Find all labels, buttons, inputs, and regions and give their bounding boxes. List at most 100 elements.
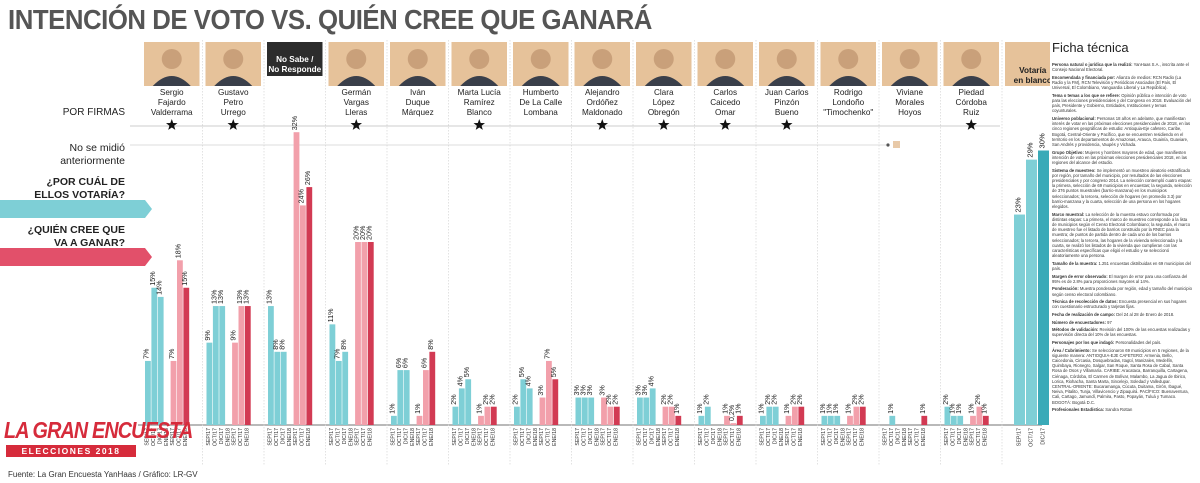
period-label: SEP/17 bbox=[908, 428, 914, 446]
bar-votaria bbox=[145, 360, 151, 425]
bar-value-label: 2% bbox=[763, 394, 772, 405]
ficha-paragraph: Tamaño de la muestra: 1.251 encuestas di… bbox=[1052, 260, 1191, 272]
candidate-name: Sergio bbox=[160, 88, 184, 97]
firma-star bbox=[227, 119, 239, 130]
bar-value-label: 14% bbox=[154, 280, 163, 295]
ficha-paragraph: Margen de error observado: El margen de … bbox=[1052, 273, 1188, 284]
period-label: ENE/18 bbox=[183, 428, 189, 446]
bar-votaria bbox=[157, 296, 164, 425]
bar-value-label: 8% bbox=[277, 339, 286, 350]
period-label: OCT/17 bbox=[792, 428, 798, 446]
period-label: DIC/17 bbox=[465, 428, 471, 444]
period-label: DIC/17 bbox=[526, 428, 532, 444]
period-label: OCT/17 bbox=[397, 428, 403, 446]
period-label: DIC/17 bbox=[772, 428, 778, 444]
ficha-paragraph: Marco muestral: La selección de la muest… bbox=[1052, 211, 1191, 259]
candidate-name: Ruiz bbox=[963, 108, 979, 117]
period-label: DIC/17 bbox=[834, 428, 840, 444]
bar-votaria bbox=[280, 351, 287, 425]
candidate-name: Ordóñez bbox=[587, 98, 618, 107]
bar-value-label: 3% bbox=[598, 385, 607, 396]
candidate-name: Humberto bbox=[523, 88, 559, 97]
ficha-paragraph: Grupo Objetivo: Mujeres y hombres mayore… bbox=[1052, 149, 1188, 166]
period-label: ENE/18 bbox=[306, 428, 312, 446]
period-label: ENE/18 bbox=[225, 428, 231, 446]
bar-value-label: 23% bbox=[1014, 197, 1023, 212]
bar-value-label: 7% bbox=[543, 348, 552, 359]
period-label: OCT/17 bbox=[705, 428, 711, 446]
candidate-name: Lleras bbox=[345, 108, 367, 117]
bar-ganara bbox=[183, 287, 190, 425]
period-label: ENE/18 bbox=[552, 428, 558, 446]
period-label: ENE/18 bbox=[245, 428, 251, 446]
period-label: SEP/17 bbox=[478, 428, 484, 446]
portrait-body bbox=[152, 76, 191, 86]
portrait-body bbox=[583, 76, 622, 86]
period-label: ENE/18 bbox=[656, 428, 662, 446]
bar-ganara bbox=[232, 342, 238, 425]
period-label: SEP/17 bbox=[601, 428, 607, 446]
period-label: SEP/17 bbox=[170, 428, 176, 446]
bar-value-label: 18% bbox=[174, 243, 183, 258]
bar-value-label: 1% bbox=[734, 403, 743, 414]
period-label: ENE/18 bbox=[860, 428, 866, 446]
bar-value-label: 2% bbox=[941, 394, 950, 405]
bar-ganara bbox=[798, 406, 805, 425]
candidate-name: Petro bbox=[223, 98, 243, 107]
bar-ganara bbox=[785, 415, 792, 425]
bar-votaria bbox=[219, 306, 226, 425]
series-band-ganara bbox=[0, 248, 145, 266]
bar-votaria bbox=[581, 397, 588, 425]
period-label: ENE/18 bbox=[737, 428, 743, 446]
bar-value-label: 15% bbox=[180, 271, 189, 286]
bar-value-label: 20% bbox=[352, 225, 361, 240]
ficha-paragraph: Fecha de realización de campo: Del 24 al… bbox=[1052, 312, 1175, 318]
bar-ganara bbox=[355, 242, 361, 425]
period-label: ENE/18 bbox=[164, 428, 170, 446]
bar-ganara bbox=[423, 370, 429, 425]
bar-value-label: 1% bbox=[757, 403, 766, 414]
bar-value-label: 13% bbox=[235, 289, 244, 304]
bar-value-label: 20% bbox=[365, 225, 374, 240]
bar-value-label: 2% bbox=[488, 394, 497, 405]
ficha-paragraph: Área / Cubrimiento: Se seleccionaron 69 … bbox=[1052, 347, 1189, 405]
portrait-head bbox=[592, 49, 613, 69]
bar-votaria bbox=[206, 342, 213, 425]
candidate-name: Vargas bbox=[344, 98, 369, 107]
bar-votaria bbox=[458, 388, 465, 425]
candidate-name: Germán bbox=[341, 88, 371, 97]
bar-value-label: 6% bbox=[394, 357, 403, 368]
bar-ganara bbox=[244, 306, 251, 425]
portrait-head bbox=[469, 49, 490, 69]
candidate-name: Ramírez bbox=[464, 98, 495, 107]
period-label: SEP/17 bbox=[391, 428, 397, 446]
bar-votaria bbox=[834, 415, 841, 425]
period-label: SEP/17 bbox=[206, 428, 212, 446]
period-label: ENE/18 bbox=[594, 428, 600, 446]
bar-value-label: 24% bbox=[297, 188, 306, 203]
bar-value-label: 13% bbox=[242, 289, 251, 304]
period-label: ENE/18 bbox=[471, 428, 477, 446]
series-band-ganara-arrow bbox=[145, 248, 152, 266]
firma-star bbox=[719, 119, 731, 130]
bar-value-label: 1% bbox=[672, 403, 681, 414]
bar-votaria bbox=[151, 287, 158, 425]
bar-value-label: 2% bbox=[702, 394, 711, 405]
period-label: DIC/17 bbox=[588, 428, 594, 444]
period-label: SEP/17 bbox=[760, 428, 766, 446]
period-label: ENE/18 bbox=[348, 428, 354, 446]
bar-ganara bbox=[982, 415, 989, 425]
bar-votaria bbox=[889, 415, 896, 425]
period-label: ENE/18 bbox=[491, 428, 497, 446]
period-label: SEP/17 bbox=[637, 428, 643, 446]
ficha-paragraph: Persona natural o jurídica que la realiz… bbox=[1052, 62, 1189, 73]
candidate-name: Duque bbox=[406, 98, 431, 107]
bar-value-label: 1% bbox=[886, 403, 895, 414]
bar-ganara bbox=[613, 406, 620, 425]
row-label-ganara: ¿QUIÉN CREE QUE bbox=[28, 223, 125, 236]
period-label: SEP/17 bbox=[514, 428, 520, 446]
period-label: OCT/17 bbox=[669, 428, 675, 446]
bar-value-label: 2% bbox=[666, 394, 675, 405]
row-label-no-medido-2: anteriormente bbox=[60, 155, 125, 167]
bar-ganara bbox=[970, 415, 976, 425]
